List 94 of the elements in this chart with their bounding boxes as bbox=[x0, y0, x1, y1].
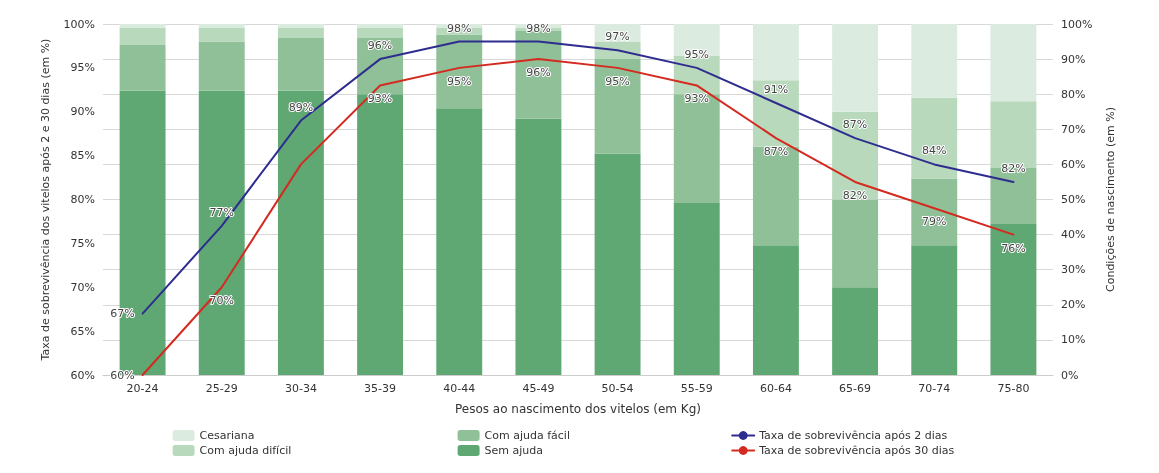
bar bbox=[357, 24, 404, 28]
bar bbox=[357, 94, 404, 375]
bar bbox=[515, 118, 562, 375]
bar bbox=[752, 24, 799, 81]
data-label: 95% bbox=[684, 47, 709, 61]
bar bbox=[594, 59, 641, 154]
bar bbox=[119, 45, 166, 91]
bar bbox=[357, 27, 404, 39]
x-tick-label: 20-24 bbox=[126, 382, 159, 395]
x-tick-label: 50-54 bbox=[601, 382, 634, 395]
bar bbox=[198, 90, 245, 375]
data-label: 87% bbox=[842, 118, 868, 132]
data-label: 82% bbox=[842, 188, 868, 202]
x-tick-label: 75-80 bbox=[997, 382, 1030, 395]
bar bbox=[911, 178, 958, 246]
data-label: 89% bbox=[288, 100, 314, 114]
data-label: 98% bbox=[526, 21, 551, 35]
bar bbox=[277, 27, 324, 39]
bar bbox=[198, 27, 245, 42]
bar bbox=[436, 108, 483, 375]
bar bbox=[277, 38, 324, 91]
bar bbox=[990, 224, 1037, 375]
bar bbox=[198, 24, 245, 28]
x-tick-label: 70-74 bbox=[918, 382, 951, 395]
y-axis-title: Taxa de sobrevivência dos vitelos após 2 e 30 dias (em %) bbox=[39, 38, 52, 362]
bar bbox=[832, 24, 879, 112]
x-tick-label: 30-34 bbox=[284, 382, 317, 395]
data-label: 91% bbox=[763, 82, 789, 96]
y-tick-label: 95% bbox=[70, 61, 95, 75]
data-label: 79% bbox=[922, 215, 947, 229]
bar bbox=[911, 97, 958, 179]
x-tick-label: 65-69 bbox=[839, 382, 872, 395]
x-tick-label: 55-59 bbox=[680, 382, 713, 395]
legend-label: Taxa de sobrevivência após 2 dias bbox=[758, 429, 948, 442]
bar bbox=[119, 27, 166, 46]
data-label: 98% bbox=[447, 21, 472, 35]
y-tick-label: 70% bbox=[70, 280, 95, 294]
bar bbox=[911, 245, 958, 375]
y2-axis-title: Condições de nascimento (em %) bbox=[1104, 107, 1117, 292]
data-label: 95% bbox=[447, 74, 472, 88]
y2-tick-label: 60% bbox=[1061, 157, 1086, 171]
x-tick-label: 40-44 bbox=[443, 382, 476, 395]
data-label: 87% bbox=[763, 145, 789, 159]
y-tick-label: 100% bbox=[63, 17, 95, 31]
x-tick-label: 60-64 bbox=[759, 382, 792, 395]
y2-tick-label: 20% bbox=[1061, 298, 1086, 312]
x-tick-label: 25-29 bbox=[205, 382, 238, 395]
legend-label: Cesariana bbox=[199, 429, 255, 442]
bar bbox=[594, 153, 641, 375]
y2-tick-label: 90% bbox=[1061, 52, 1086, 66]
bar bbox=[277, 24, 324, 28]
y2-tick-label: 30% bbox=[1061, 263, 1086, 277]
data-label: 97% bbox=[605, 30, 630, 44]
legend-label: Taxa de sobrevivência após 30 dias bbox=[758, 444, 955, 457]
bar bbox=[911, 24, 958, 98]
y-tick-label: 85% bbox=[70, 149, 95, 163]
data-label: 93% bbox=[684, 92, 709, 106]
bar bbox=[752, 245, 799, 375]
x-tick-label: 45-49 bbox=[522, 382, 555, 395]
bar bbox=[673, 24, 720, 56]
x-tick-label: 35-39 bbox=[364, 382, 397, 395]
y-tick-label: 90% bbox=[70, 105, 95, 119]
data-label: 96% bbox=[367, 39, 393, 53]
y2-tick-label: 10% bbox=[1061, 333, 1086, 347]
y2-tick-label: 50% bbox=[1061, 193, 1086, 206]
data-label: 84% bbox=[922, 144, 947, 158]
y-tick-label: 80% bbox=[70, 193, 95, 206]
legend-label: Com ajuda fácil bbox=[484, 429, 570, 442]
y2-tick-label: 80% bbox=[1061, 87, 1086, 101]
y2-tick-label: 40% bbox=[1061, 228, 1086, 242]
bar bbox=[673, 94, 720, 204]
bar bbox=[119, 24, 166, 28]
data-label: 93% bbox=[367, 92, 393, 106]
bar bbox=[832, 199, 879, 288]
data-label: 76% bbox=[1001, 241, 1026, 255]
bar bbox=[198, 41, 245, 91]
bar bbox=[832, 287, 879, 375]
y2-tick-label: 0% bbox=[1061, 368, 1079, 382]
y2-tick-label: 70% bbox=[1061, 122, 1086, 136]
y-tick-label: 75% bbox=[70, 236, 95, 250]
data-label: 95% bbox=[605, 74, 630, 88]
x-axis-title: Pesos ao nascimento dos vitelos (em Kg) bbox=[454, 402, 702, 416]
y2-tick-label: 100% bbox=[1061, 17, 1093, 31]
data-label: 96% bbox=[526, 66, 551, 80]
bar bbox=[673, 203, 720, 375]
legend-label: Com ajuda difícil bbox=[199, 444, 292, 457]
data-label: 70% bbox=[209, 294, 234, 308]
y-tick-label: 60% bbox=[70, 368, 95, 382]
y-tick-label: 65% bbox=[70, 324, 95, 338]
data-label: 82% bbox=[1001, 161, 1026, 175]
bar bbox=[990, 24, 1037, 102]
legend-label: Sem ajuda bbox=[484, 444, 544, 457]
bar bbox=[752, 146, 799, 246]
bar bbox=[277, 90, 324, 375]
